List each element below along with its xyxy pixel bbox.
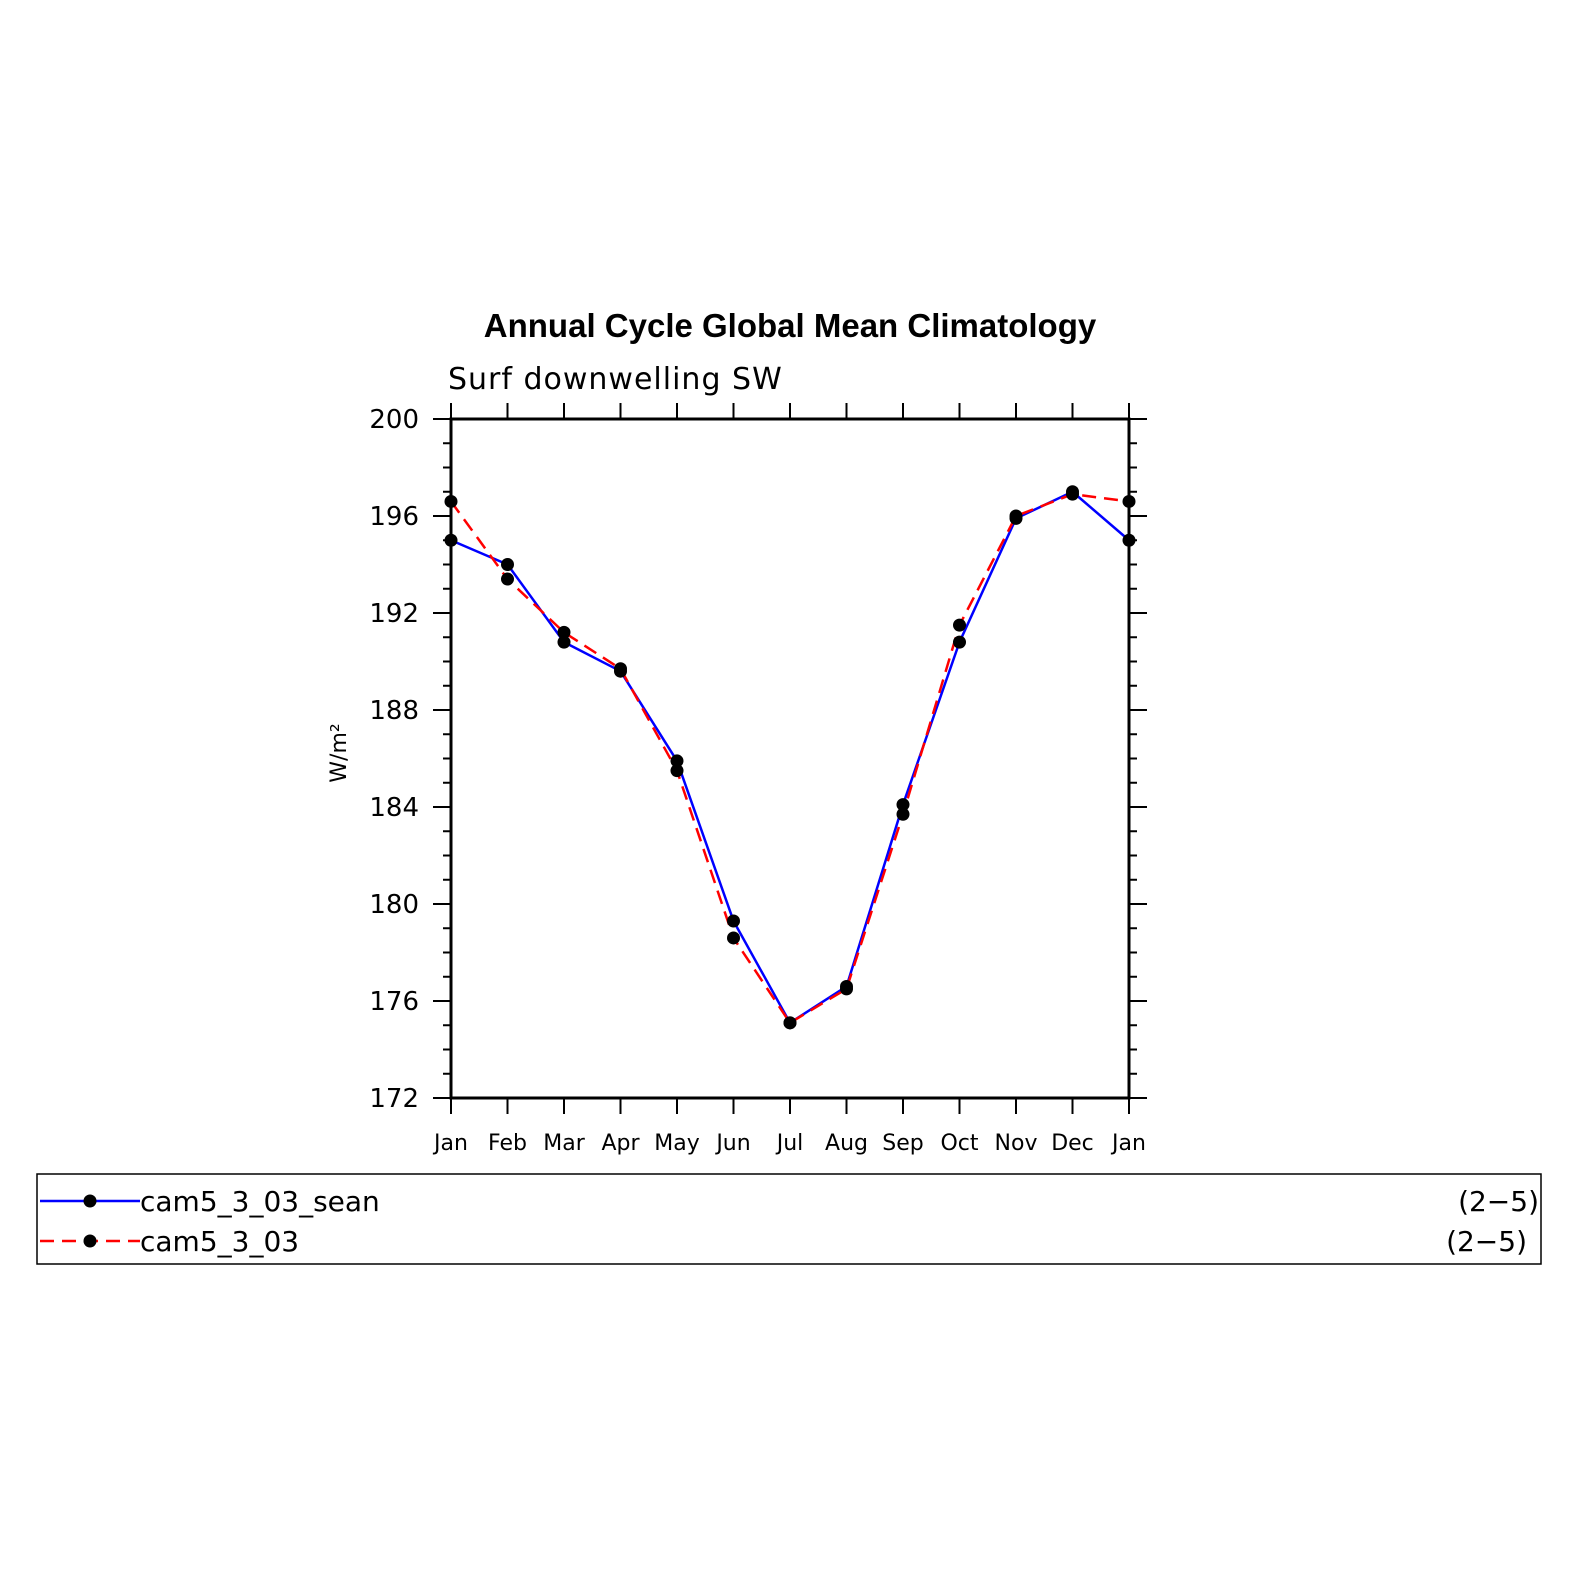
data-point-series-1: [953, 618, 966, 632]
data-point-series-0: [670, 754, 684, 768]
x-tick-label: Aug: [825, 1131, 868, 1156]
data-point-series-0: [727, 914, 740, 928]
data-point-series-1: [1066, 487, 1079, 501]
legend-label-0: cam5_3_03_sean: [140, 1185, 380, 1218]
data-point-series-1: [444, 494, 458, 508]
axes: 172 176 180 184 188 192 196 200 Jan Feb Mar Apr May J…: [369, 403, 1147, 1156]
chart-subtitle: Surf downwelling SW: [448, 362, 783, 397]
y-tick-label: 176: [369, 987, 419, 1017]
y-axis-label: W/m²: [327, 723, 352, 782]
data-point-series-0: [444, 533, 458, 547]
y-tick-label: 184: [369, 793, 419, 823]
y-tick-label: 196: [369, 502, 419, 532]
chart-title: Annual Cycle Global Mean Climatology: [484, 307, 1097, 344]
legend-label-1: cam5_3_03: [140, 1225, 299, 1258]
x-tick-label: Jan: [432, 1131, 468, 1156]
legend-range-1: (2−5): [1446, 1225, 1527, 1258]
data-point-series-1: [1009, 509, 1023, 523]
data-point-series-1: [727, 931, 740, 945]
x-tick-label: Jul: [775, 1131, 804, 1156]
data-point-series-1: [501, 572, 514, 586]
x-tick-label: Apr: [601, 1131, 640, 1156]
x-tick-label: Jan: [1110, 1131, 1146, 1156]
x-tick-label: Sep: [882, 1131, 923, 1156]
data-point-series-1: [840, 982, 853, 996]
series-line-0: [450, 490, 1130, 1025]
data-point-series-0: [557, 635, 571, 649]
data-point-series-1: [614, 662, 627, 676]
series-layer: [444, 485, 1136, 1030]
x-tick-label: Nov: [995, 1131, 1038, 1156]
data-point-series-0: [1122, 533, 1136, 547]
y-tick-label: 180: [369, 890, 419, 920]
x-tick-label: May: [654, 1131, 699, 1156]
plot-frame: [449, 417, 1131, 1100]
data-point-series-0: [896, 798, 910, 812]
x-tick-label: Feb: [488, 1131, 527, 1156]
y-tick-label: 192: [369, 599, 419, 629]
data-point-series-1: [557, 625, 571, 639]
legend-range-0: (2−5): [1458, 1185, 1539, 1218]
legend: cam5_3_03_sean (2−5) cam5_3_03 (2−5): [40, 1185, 1539, 1258]
x-tick-label: Jun: [714, 1131, 750, 1156]
data-point-series-1: [783, 1016, 797, 1030]
data-point-series-1: [670, 764, 684, 778]
legend-marker-1: [83, 1234, 97, 1248]
y-tick-label: 188: [369, 696, 419, 726]
y-tick-label: 172: [369, 1084, 419, 1114]
data-point-series-1: [1122, 494, 1136, 508]
x-tick-label: Dec: [1051, 1131, 1094, 1156]
x-tick-label: Oct: [940, 1131, 978, 1156]
y-tick-label: 200: [369, 405, 419, 435]
series-line-1: [449, 492, 1130, 1025]
legend-box: [36, 1173, 1542, 1265]
x-tick-label: Mar: [543, 1131, 585, 1156]
legend-marker-0: [83, 1194, 97, 1208]
data-point-series-0: [501, 558, 514, 571]
data-point-series-1: [896, 807, 910, 821]
data-point-series-0: [953, 635, 966, 649]
